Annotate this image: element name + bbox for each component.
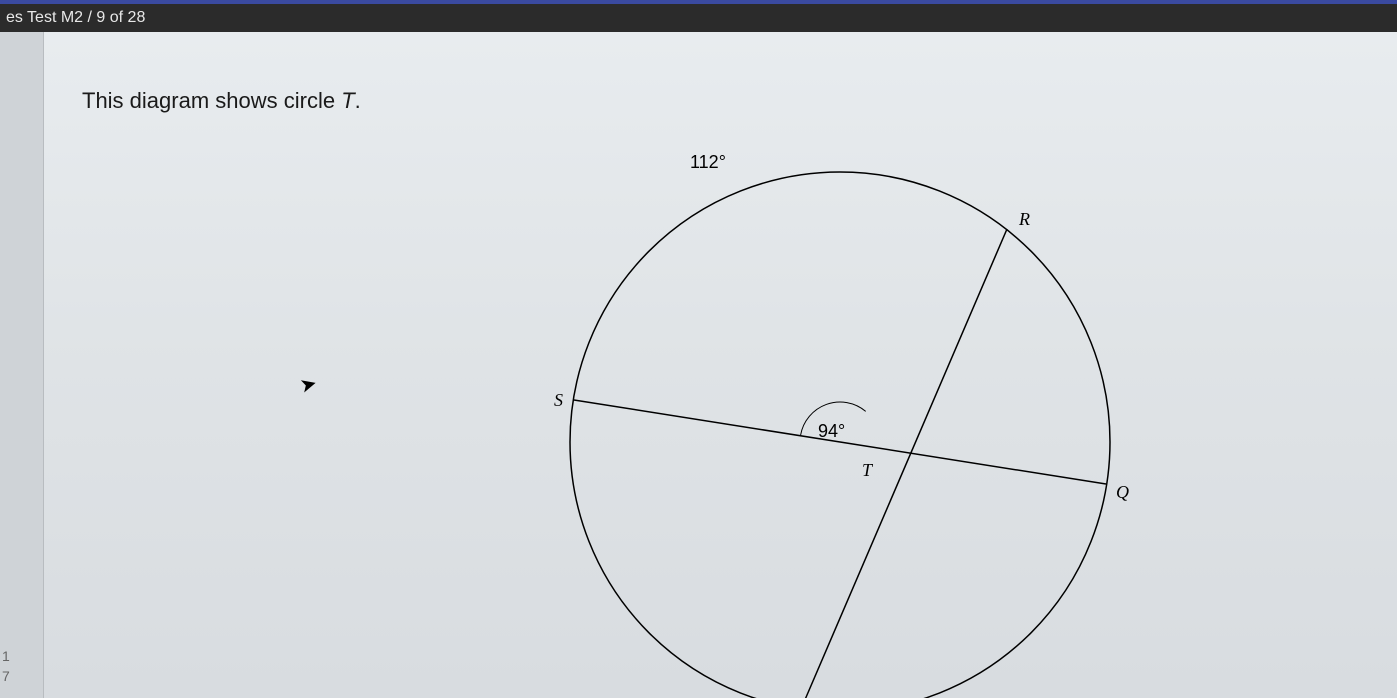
gutter-number: 7	[2, 668, 10, 684]
circle-diagram: RPSQT94°112°	[540, 132, 1140, 698]
chord-SQ	[574, 400, 1106, 484]
point-label-Q: Q	[1116, 482, 1129, 502]
question-text: This diagram shows circle T.	[82, 88, 361, 114]
point-label-R: R	[1018, 209, 1030, 229]
question-circle-name: T	[341, 88, 354, 113]
angle-label: 94°	[818, 421, 845, 441]
gutter-number: 1	[2, 648, 10, 664]
cursor-icon: ➤	[297, 370, 320, 398]
header-title: es Test M2 / 9 of 28	[6, 9, 145, 27]
question-prefix: This diagram shows circle	[82, 88, 341, 113]
arc-label: 112°	[690, 152, 726, 172]
left-gutter: 1 7	[0, 32, 44, 698]
point-label-S: S	[554, 390, 563, 410]
diagram-svg: RPSQT94°112°	[540, 132, 1140, 698]
question-suffix: .	[355, 88, 361, 113]
header-bar: es Test M2 / 9 of 28	[0, 0, 1397, 32]
content-area: 1 7 This diagram shows circle T. ➤ RPSQT…	[0, 32, 1397, 698]
center-label: T	[862, 460, 874, 480]
